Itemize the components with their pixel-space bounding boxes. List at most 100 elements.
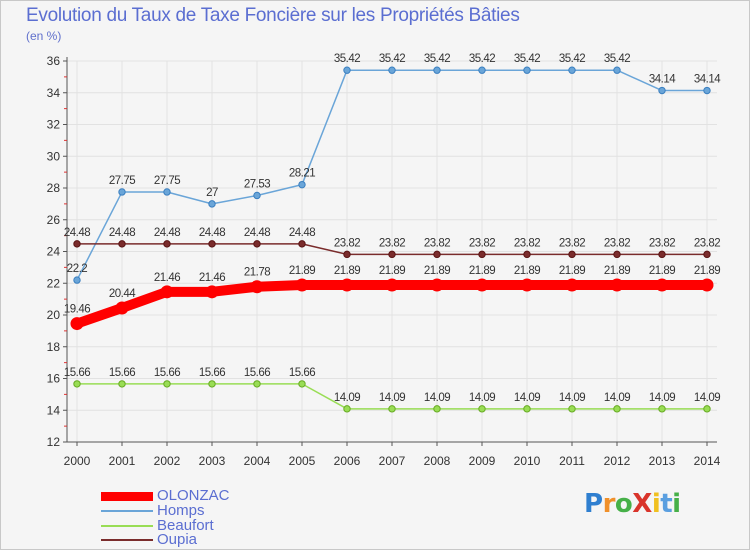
data-label: 20.44 bbox=[109, 288, 136, 300]
data-label: 24.48 bbox=[244, 227, 270, 239]
data-point bbox=[475, 278, 489, 292]
data-label: 28.21 bbox=[289, 168, 315, 180]
data-point bbox=[253, 240, 261, 248]
legend-label: Homps bbox=[157, 502, 205, 519]
logo-letter: r bbox=[602, 489, 616, 519]
data-label: 15.66 bbox=[244, 367, 270, 379]
x-tick-label: 2013 bbox=[649, 454, 676, 468]
y-tick-label: 14 bbox=[47, 403, 61, 417]
data-label: 23.82 bbox=[379, 237, 405, 249]
data-point bbox=[478, 250, 486, 259]
data-label: 27.75 bbox=[109, 175, 135, 187]
data-label: 24.48 bbox=[199, 227, 225, 239]
data-label: 24.48 bbox=[289, 227, 315, 239]
x-tick-label: 2014 bbox=[694, 454, 721, 468]
data-point bbox=[253, 191, 261, 200]
data-label: 15.66 bbox=[154, 367, 180, 379]
y-tick-label: 22 bbox=[47, 276, 61, 290]
chart-title: Evolution du Taux de Taxe Foncière sur l… bbox=[26, 5, 520, 26]
data-point bbox=[703, 405, 711, 413]
x-tick-label: 2011 bbox=[559, 454, 585, 468]
data-point bbox=[523, 250, 531, 259]
data-label: 21.89 bbox=[514, 265, 540, 277]
data-label: 23.82 bbox=[604, 237, 630, 249]
data-label: 27 bbox=[206, 187, 218, 199]
data-point bbox=[208, 200, 216, 208]
data-label: 21.46 bbox=[154, 272, 180, 284]
legend-swatch-oupia bbox=[101, 539, 153, 541]
data-label: 35.42 bbox=[514, 53, 540, 65]
data-point bbox=[658, 405, 666, 413]
data-label: 24.48 bbox=[154, 227, 180, 239]
data-label: 15.66 bbox=[289, 367, 315, 379]
data-point bbox=[478, 405, 486, 413]
data-point bbox=[610, 278, 624, 292]
x-tick-label: 2003 bbox=[199, 454, 226, 468]
legend-label: Oupia bbox=[157, 531, 198, 548]
data-point bbox=[298, 380, 306, 388]
data-label: 15.66 bbox=[109, 367, 135, 379]
data-label: 15.66 bbox=[64, 367, 90, 379]
data-label: 21.89 bbox=[694, 265, 720, 277]
data-point bbox=[388, 250, 396, 259]
data-point bbox=[523, 66, 531, 74]
data-point bbox=[520, 278, 534, 292]
x-tick-label: 2005 bbox=[289, 454, 316, 468]
data-point bbox=[73, 380, 81, 388]
data-label: 14.09 bbox=[424, 392, 450, 404]
logo-letter: P bbox=[584, 489, 603, 519]
y-tick-label: 26 bbox=[47, 213, 61, 227]
x-tick-label: 2012 bbox=[604, 454, 631, 468]
y-tick-label: 30 bbox=[47, 149, 61, 163]
y-tick-label: 36 bbox=[47, 54, 61, 68]
data-label: 35.42 bbox=[424, 53, 450, 65]
y-tick-label: 16 bbox=[47, 372, 61, 386]
logo-letter: X bbox=[632, 489, 652, 519]
x-tick-label: 2007 bbox=[379, 454, 406, 468]
y-tick-label: 32 bbox=[47, 118, 61, 132]
data-point bbox=[523, 405, 531, 413]
data-label: 21.89 bbox=[424, 265, 450, 277]
data-label: 23.82 bbox=[649, 237, 675, 249]
data-label: 21.89 bbox=[559, 265, 585, 277]
data-point bbox=[658, 86, 666, 95]
data-label: 35.42 bbox=[559, 53, 585, 65]
data-label: 35.42 bbox=[469, 53, 495, 65]
y-tick-label: 24 bbox=[47, 245, 61, 259]
data-label: 27.53 bbox=[244, 178, 270, 190]
legend-label: Beaufort bbox=[157, 517, 214, 534]
data-label: 22.2 bbox=[67, 263, 87, 275]
data-label: 14.09 bbox=[559, 392, 585, 404]
data-point bbox=[703, 86, 711, 95]
data-point bbox=[343, 405, 351, 413]
data-point bbox=[73, 276, 81, 284]
x-tick-label: 2008 bbox=[424, 454, 451, 468]
data-point bbox=[613, 405, 621, 413]
data-point bbox=[703, 250, 711, 259]
data-label: 35.42 bbox=[604, 53, 630, 65]
data-label: 24.48 bbox=[109, 227, 135, 239]
data-label: 23.82 bbox=[559, 237, 585, 249]
data-label: 23.82 bbox=[514, 237, 540, 249]
data-point bbox=[250, 280, 264, 294]
y-tick-label: 34 bbox=[47, 86, 61, 100]
data-label: 14.09 bbox=[649, 392, 675, 404]
legend-swatch-beaufort bbox=[101, 525, 153, 527]
data-point bbox=[568, 66, 576, 74]
data-label: 23.82 bbox=[334, 237, 360, 249]
data-point bbox=[433, 405, 441, 413]
data-point bbox=[385, 278, 399, 292]
data-label: 35.42 bbox=[334, 53, 360, 65]
data-point bbox=[655, 278, 669, 292]
legend-label: OLONZAC bbox=[157, 487, 230, 504]
data-label: 27.75 bbox=[154, 175, 180, 187]
data-point bbox=[208, 240, 216, 248]
legend-swatch-olonzac bbox=[101, 492, 153, 501]
data-point bbox=[568, 405, 576, 413]
data-point bbox=[568, 250, 576, 259]
x-tick-label: 2009 bbox=[469, 454, 496, 468]
data-point bbox=[163, 240, 171, 248]
data-point bbox=[118, 380, 126, 388]
data-point bbox=[613, 66, 621, 74]
